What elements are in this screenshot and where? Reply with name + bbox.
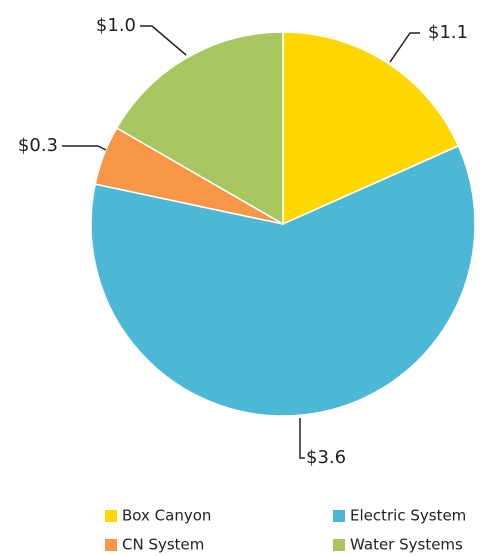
legend-label-cn-system: CN System <box>122 536 204 554</box>
data-label-box-canyon: $1.1 <box>428 22 468 43</box>
legend-label-water-systems: Water Systems <box>350 536 463 554</box>
legend-swatch-box-canyon <box>105 510 117 522</box>
data-label-electric-system: $3.6 <box>306 447 346 468</box>
leader-line-electric-system <box>299 418 305 459</box>
leader-line-box-canyon <box>389 32 420 63</box>
leader-line-cn-system <box>62 145 107 151</box>
legend-swatch-water-systems <box>333 539 345 551</box>
leader-lines <box>62 25 420 459</box>
legend-swatch-electric-system <box>333 510 345 522</box>
data-label-cn-system: $0.3 <box>18 135 58 156</box>
legend-label-electric-system: Electric System <box>350 507 466 525</box>
data-labels: $1.1 $3.6 $0.3 $1.0 <box>18 15 468 468</box>
pie-slice-water-systems <box>115 31 284 226</box>
pie-slice-box-canyon <box>282 31 460 226</box>
pie-slices <box>90 31 476 417</box>
data-label-water-systems: $1.0 <box>96 15 136 36</box>
leader-line-water-systems <box>140 25 187 56</box>
pie-slice-electric-system <box>90 144 476 417</box>
legend-swatch-cn-system <box>105 539 117 551</box>
legend-label-box-canyon: Box Canyon <box>122 507 211 525</box>
legend: Box Canyon Electric System CN System Water … <box>105 507 466 554</box>
